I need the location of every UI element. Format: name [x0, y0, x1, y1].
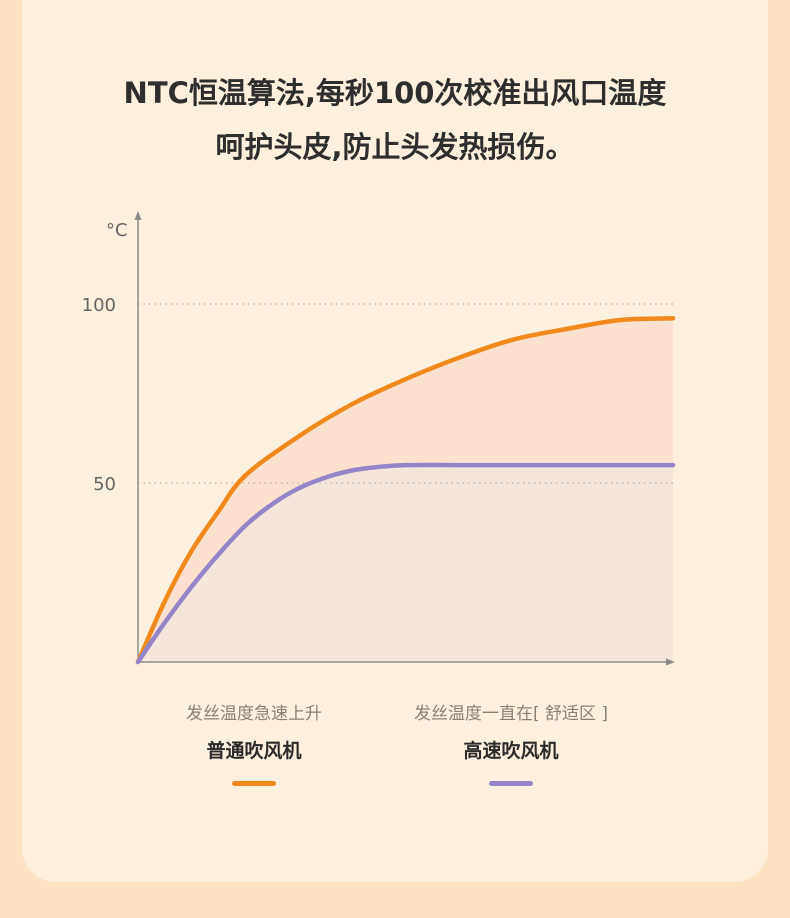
legend-description-normal: 发丝温度急速上升 [186, 704, 322, 724]
series-line-1 [135, 316, 676, 665]
headline: NTC恒温算法,每秒100次校准出风口温度 呵护头皮,防止头发热损伤。 [0, 66, 790, 174]
x-axis-arrow [666, 658, 675, 666]
y-tick-label-100: 100 [82, 295, 116, 316]
legend-item-normal: 发丝温度急速上升 普通吹风机 [124, 702, 384, 786]
legend-swatch-normal [232, 781, 276, 786]
headline-line-2: 呵护头皮,防止头发热损伤。 [215, 130, 575, 164]
y-tick-label-50: 50 [93, 474, 116, 495]
legend-name-normal: 普通吹风机 [206, 740, 302, 762]
series-line-2 [135, 462, 676, 665]
legend-name-highspeed: 高速吹风机 [463, 740, 559, 762]
y-axis-arrow [134, 211, 142, 220]
y-axis-unit-label: °C [106, 220, 128, 241]
legend-swatch-highspeed [489, 781, 533, 786]
series-area-2 [138, 464, 673, 662]
legend-description-highspeed: 发丝温度一直在[ 舒适区 ] [413, 704, 609, 724]
legend-item-highspeed: 发丝温度一直在[ 舒适区 ] 高速吹风机 [381, 702, 641, 786]
headline-line-1: NTC恒温算法,每秒100次校准出风口温度 [123, 76, 667, 110]
